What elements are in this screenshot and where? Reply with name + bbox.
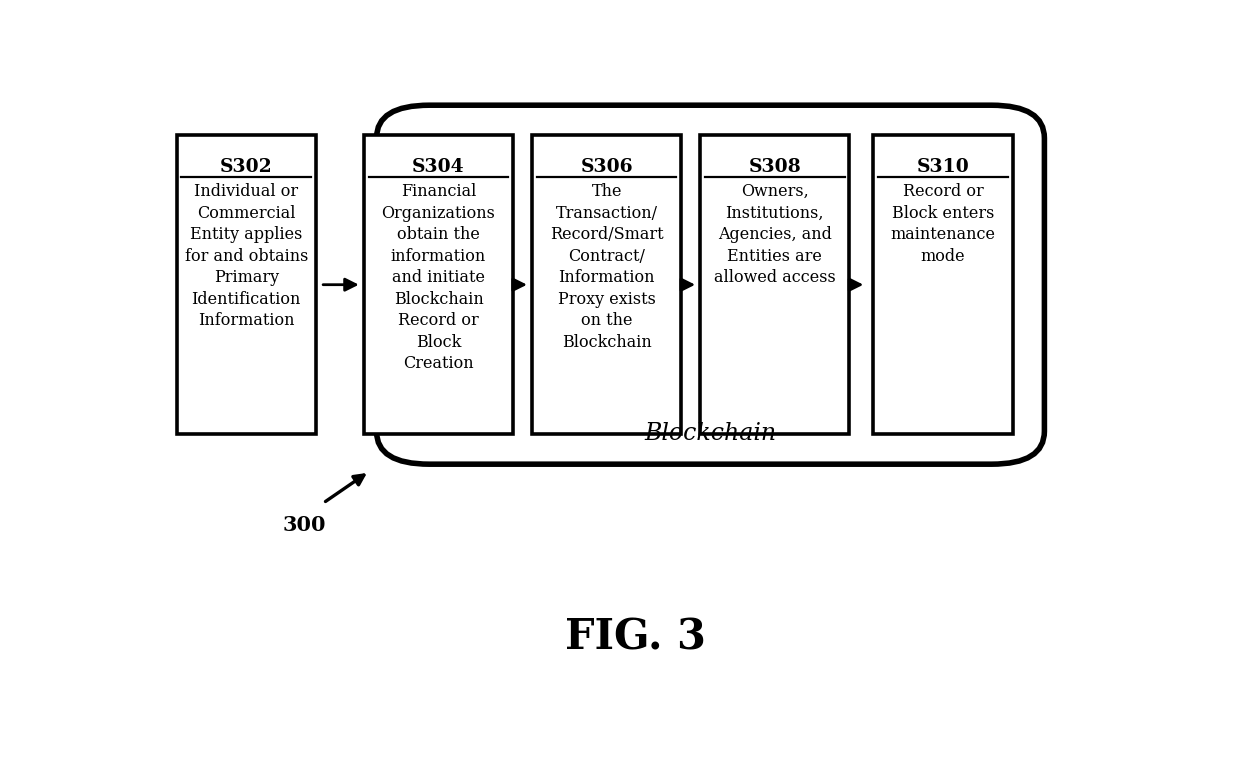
Text: Record or
Block enters
maintenance
mode: Record or Block enters maintenance mode <box>890 183 996 265</box>
Text: S310: S310 <box>916 158 970 176</box>
Text: The
Transaction/
Record/Smart
Contract/
Information
Proxy exists
on the
Blockcha: The Transaction/ Record/Smart Contract/ … <box>549 183 663 351</box>
FancyBboxPatch shape <box>365 135 513 434</box>
Text: 300: 300 <box>283 515 326 535</box>
Text: Financial
Organizations
obtain the
information
and initiate
Blockchain
Record or: Financial Organizations obtain the infor… <box>382 183 496 372</box>
FancyBboxPatch shape <box>701 135 849 434</box>
Text: S306: S306 <box>580 158 632 176</box>
Text: S308: S308 <box>749 158 801 176</box>
FancyBboxPatch shape <box>873 135 1013 434</box>
Text: Owners,
Institutions,
Agencies, and
Entities are
allowed access: Owners, Institutions, Agencies, and Enti… <box>714 183 836 286</box>
Text: Individual or
Commercial
Entity applies
for and obtains
Primary
Identification
I: Individual or Commercial Entity applies … <box>185 183 308 329</box>
Text: Blockchain: Blockchain <box>645 422 776 445</box>
FancyBboxPatch shape <box>176 135 316 434</box>
FancyBboxPatch shape <box>532 135 681 434</box>
Text: FIG. 3: FIG. 3 <box>565 617 706 659</box>
FancyBboxPatch shape <box>377 105 1044 464</box>
Text: S304: S304 <box>412 158 465 176</box>
Text: S302: S302 <box>219 158 273 176</box>
